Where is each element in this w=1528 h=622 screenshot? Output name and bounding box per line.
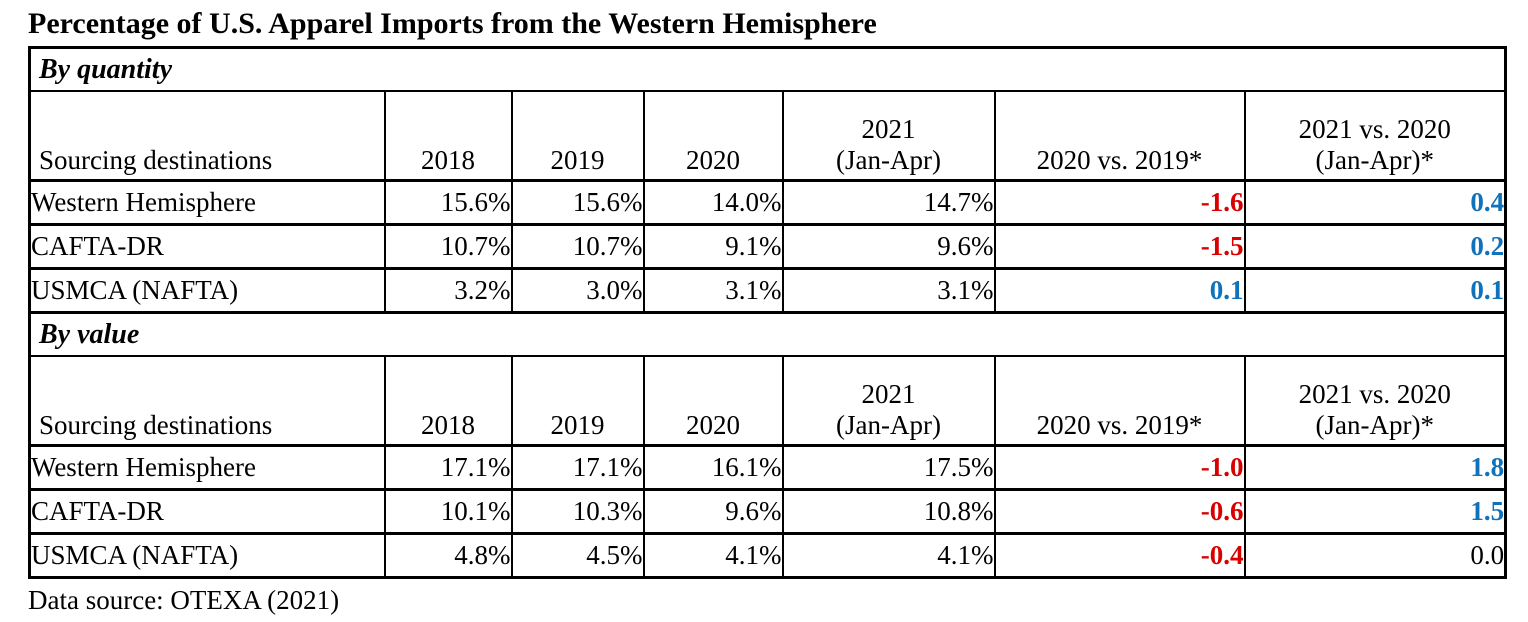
value-2020: 9.1% [642,224,783,270]
destination-label: CAFTA-DR [29,224,385,270]
value-2020: 3.1% [642,268,783,314]
col-header-2021-jan-apr: 2021 (Jan-Apr) [781,91,995,182]
value-2021: 10.8% [781,489,995,535]
section-row-quantity: By quantity [29,46,1506,92]
header-row-value: Sourcing destinations 2018 2019 2020 202… [29,356,1506,447]
value-2018: 10.1% [383,489,512,535]
col-header-2019: 2019 [510,91,644,182]
change-2021-vs-2020: 0.2 [1243,224,1506,270]
destination-label: USMCA (NAFTA) [29,268,385,314]
change-2021-vs-2020: 0.0 [1243,533,1506,578]
table-row-value-usmca: USMCA (NAFTA) 4.8% 4.5% 4.1% 4.1% -0.4 0… [30,533,1506,578]
value-2019: 4.5% [510,533,644,578]
value-2020: 14.0% [642,180,783,226]
value-2019: 10.7% [510,224,644,270]
apparel-imports-table: By quantity Sourcing destinations 2018 2… [28,46,1508,579]
page-title: Percentage of U.S. Apparel Imports from … [28,7,877,40]
value-2019: 15.6% [510,180,644,226]
value-2018: 15.6% [383,180,512,226]
value-2019: 10.3% [510,489,644,535]
value-2018: 17.1% [383,445,512,491]
value-2019: 3.0% [510,268,644,314]
value-2018: 4.8% [383,533,512,578]
col-header-sourcing-destinations: Sourcing destinations [29,91,385,182]
change-2021-vs-2020: 0.4 [1243,180,1506,226]
footnotes: Data source: OTEXA (2021) *: Percentage … [28,582,1528,622]
col-header-2021-vs-2020: 2021 vs. 2020 (Jan-Apr)* [1243,356,1506,447]
col-header-2019: 2019 [510,356,644,447]
header-row-quantity: Sourcing destinations 2018 2019 2020 202… [29,91,1506,182]
change-2020-vs-2019: -0.6 [993,489,1245,535]
change-2020-vs-2019: -1.0 [993,445,1245,491]
value-2018: 3.2% [383,268,512,314]
col-header-2018: 2018 [383,91,512,182]
col-header-sourcing-destinations: Sourcing destinations [29,356,385,447]
col-header-2020-vs-2019: 2020 vs. 2019* [993,356,1245,447]
section-label-value: By value [29,311,1506,357]
col-header-2018: 2018 [383,356,512,447]
value-2019: 17.1% [510,445,644,491]
value-2018: 10.7% [383,224,512,270]
change-2021-vs-2020: 0.1 [1243,268,1506,314]
change-2020-vs-2019: -1.6 [993,180,1245,226]
destination-label: Western Hemisphere [29,445,385,491]
table-row-quantity-usmca: USMCA (NAFTA) 3.2% 3.0% 3.1% 3.1% 0.1 0.… [29,268,1506,314]
value-2021: 9.6% [781,224,995,270]
change-2020-vs-2019: 0.1 [993,268,1245,314]
col-header-2021-vs-2020: 2021 vs. 2020 (Jan-Apr)* [1243,91,1506,182]
change-2020-vs-2019: -1.5 [993,224,1245,270]
value-2020: 4.1% [642,533,783,578]
col-header-2021-jan-apr: 2021 (Jan-Apr) [781,356,995,447]
section-row-value: By value [29,311,1506,357]
change-2021-vs-2020: 1.5 [1243,489,1506,535]
data-source-note: Data source: OTEXA (2021) [28,585,340,615]
value-2021: 4.1% [781,533,995,578]
value-2020: 9.6% [642,489,783,535]
value-2020: 16.1% [642,445,783,491]
col-header-2020: 2020 [642,356,783,447]
table-row-quantity-cafta-dr: CAFTA-DR 10.7% 10.7% 9.1% 9.6% -1.5 0.2 [29,224,1506,270]
table-row-quantity-western-hemisphere: Western Hemisphere 15.6% 15.6% 14.0% 14.… [29,180,1506,226]
destination-label: CAFTA-DR [29,489,385,535]
destination-label: USMCA (NAFTA) [31,540,239,570]
change-2021-vs-2020: 1.8 [1243,445,1506,491]
col-header-2020: 2020 [642,91,783,182]
value-2021: 14.7% [781,180,995,226]
section-label-quantity: By quantity [29,46,1506,92]
change-2020-vs-2019: -0.4 [993,533,1245,578]
value-2021: 17.5% [781,445,995,491]
col-header-2020-vs-2019: 2020 vs. 2019* [993,91,1245,182]
table-row-value-western-hemisphere: Western Hemisphere 17.1% 17.1% 16.1% 17.… [29,445,1506,491]
table-row-value-cafta-dr: CAFTA-DR 10.1% 10.3% 9.6% 10.8% -0.6 1.5 [29,489,1506,535]
value-2021: 3.1% [781,268,995,314]
destination-label: Western Hemisphere [29,180,385,226]
